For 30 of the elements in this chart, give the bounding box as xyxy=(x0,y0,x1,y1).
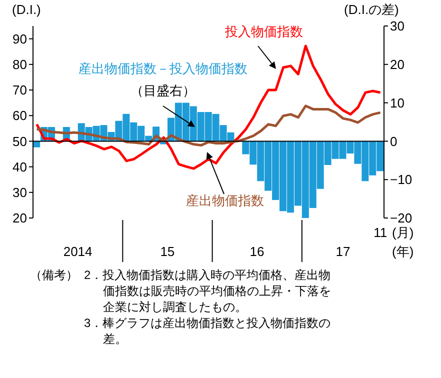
text: （備考） xyxy=(30,267,78,284)
y-tick-label: 90 xyxy=(12,31,27,46)
annotation: （目盛右） xyxy=(130,83,196,98)
text: 11 xyxy=(374,225,388,240)
x-tick-label: 2014 xyxy=(63,244,92,259)
y-tick-label: 40 xyxy=(12,159,27,174)
x-axis-title: (年) xyxy=(392,244,414,259)
y2-tick-label: 10 xyxy=(390,95,404,110)
text: 産出物価指数 xyxy=(186,193,264,208)
text: 2．投入物価指数は購入時の平均価格、産出物価指数は販売時の平均価格の上昇・下落を企業に対し調査したもの。 xyxy=(84,267,332,315)
x-tick-label: 15 xyxy=(160,244,175,259)
y-tick-label: 20 xyxy=(12,210,27,226)
y2-axis-title: (D.I.の差) xyxy=(344,2,399,17)
y-tick-label: 30 xyxy=(12,185,27,200)
y2-tick-label: −20 xyxy=(390,210,412,226)
y2-tick-label: 0 xyxy=(390,134,398,149)
y-axis-title: (D.I.) xyxy=(12,2,41,17)
y2-tick-label: −10 xyxy=(390,172,412,188)
y-tick-label: 60 xyxy=(12,108,27,124)
y-tick-label: 50 xyxy=(12,134,27,149)
series-label: 投入物価指数 xyxy=(224,24,303,39)
y2-tick-label: 20 xyxy=(390,57,404,72)
text: 産出物価指数－投入物価指数 xyxy=(78,61,248,76)
text: (月) xyxy=(392,225,414,240)
y2-tick-label: 30 xyxy=(390,18,404,34)
text: 3．棒グラフは産出物価指数と投入物価指数の差。 xyxy=(84,315,332,347)
y-tick-label: 70 xyxy=(12,82,27,98)
x-tick-label: 16 xyxy=(250,244,264,259)
x-tick-label: 17 xyxy=(336,244,350,259)
y-tick-label: 80 xyxy=(12,57,27,72)
